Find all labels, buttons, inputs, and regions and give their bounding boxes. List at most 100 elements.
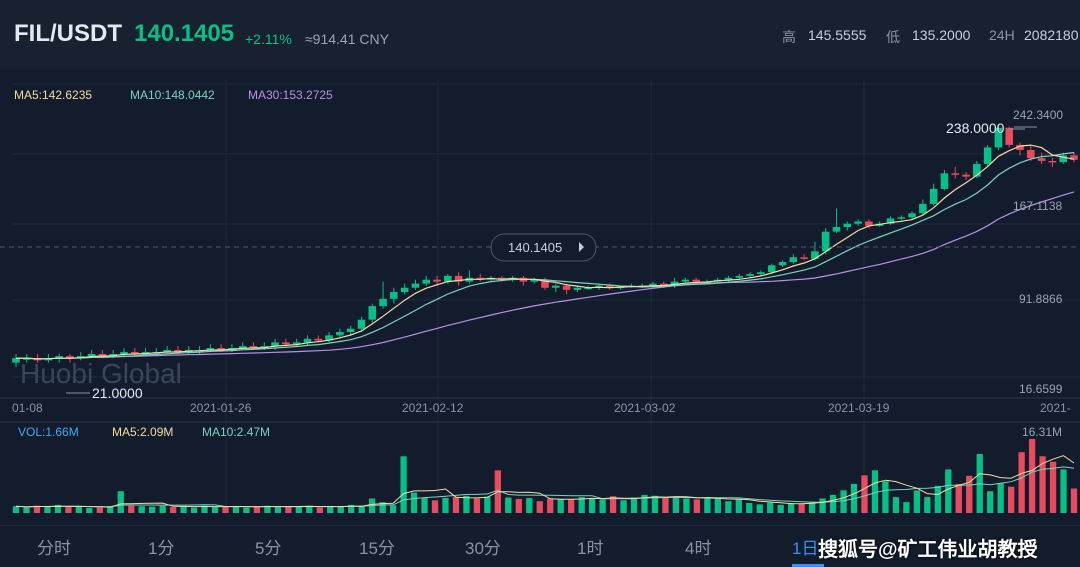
tab-5min[interactable]: 5分 [255, 539, 282, 558]
volume-bar [54, 504, 62, 513]
candle-body [120, 351, 128, 355]
volume-bar [1039, 456, 1046, 513]
volume-bar [725, 501, 732, 513]
kline-chart[interactable]: MA5:142.6235 MA10:148.0442 MA30:153.2725… [0, 70, 1080, 525]
volume-bar [924, 497, 931, 513]
candle-body [400, 287, 409, 293]
volume-bar [400, 456, 407, 513]
volume-bar [12, 506, 20, 513]
candle-body [552, 285, 560, 288]
volume-bar [1018, 452, 1025, 513]
volume-bar [452, 497, 460, 513]
volume-bar [557, 499, 564, 513]
tab-15min[interactable]: 15分 [359, 539, 395, 558]
ma5-line [16, 144, 1075, 360]
volume-bar [547, 498, 554, 513]
candle-body [76, 356, 85, 359]
candle-body [249, 346, 258, 349]
volume-bar [651, 495, 659, 513]
candle-body [325, 335, 333, 341]
volume-bar [1049, 461, 1057, 513]
candle-body [174, 349, 182, 352]
candle-body [23, 358, 31, 360]
volume-bar [735, 498, 742, 513]
candle-body [1048, 160, 1057, 163]
candle-body [292, 342, 301, 345]
candle-body [217, 348, 225, 350]
volume-bar [264, 505, 271, 513]
candle-body [379, 298, 387, 307]
ma30-line [16, 191, 1075, 360]
volume-bar [379, 502, 386, 513]
volume-ma5-line [15, 455, 1075, 508]
pair-title[interactable]: FIL/USDT [14, 20, 122, 47]
volume-bar [295, 506, 302, 513]
low-price-label: 21.0000 [92, 385, 143, 401]
volume-bar [389, 505, 397, 513]
volume-bar [714, 498, 721, 513]
candle-body [605, 285, 614, 288]
candle-body [206, 348, 215, 350]
ma5-legend: MA5:142.6235 [14, 88, 92, 102]
candle-body [919, 203, 927, 214]
volume-bar [211, 506, 219, 513]
volume-bar [767, 502, 774, 513]
tab-1day[interactable]: 1日 [792, 539, 819, 558]
tab-1min[interactable]: 1分 [148, 539, 175, 558]
volume-bar [410, 492, 418, 513]
candle-body [271, 342, 279, 347]
partial-price-label: 167.1138 [1013, 199, 1062, 213]
volume-bar [777, 504, 784, 513]
volume-bar [568, 498, 575, 513]
candle-body [778, 262, 787, 266]
candle-body [346, 328, 355, 333]
volume-bar [274, 507, 282, 513]
candle-body [670, 281, 679, 286]
candle-body [735, 275, 744, 278]
volume-bar [1028, 439, 1036, 513]
volume-bar [662, 497, 669, 513]
tab-1hour[interactable]: 1时 [577, 539, 604, 558]
volume-bar [641, 494, 648, 513]
x-axis: 01-08 2021-01-26 2021-02-12 2021-03-02 2021-… [12, 401, 1071, 415]
candle-body [66, 356, 74, 359]
volume-bar [128, 505, 135, 513]
x-tick-label: 2021- [1040, 401, 1071, 415]
ma30-price-label: 91.8866 [1019, 292, 1063, 306]
volume-ma10-line [15, 466, 1075, 508]
volume-bar [180, 506, 187, 513]
vol-legend: VOL:1.66M [18, 425, 79, 439]
source-watermark: 搜狐号@矿工伟业胡教授 [818, 539, 1038, 561]
tab-timeline[interactable]: 分时 [37, 539, 71, 558]
candle-body [865, 221, 873, 226]
candle-body [854, 221, 862, 224]
volume-bar [934, 485, 941, 513]
candle-body [659, 283, 668, 286]
volume-bar [620, 500, 627, 513]
candle-body [983, 147, 992, 164]
price-change: +2.11% [245, 31, 292, 47]
candle-body [433, 279, 441, 282]
active-tab-indicator [792, 564, 824, 567]
last-price-tag[interactable]: 140.1405 [490, 233, 597, 262]
volume-bar [609, 496, 617, 513]
volume-bar [704, 497, 711, 513]
volume-bar [955, 483, 962, 513]
low-value: 135.2000 [912, 27, 971, 43]
candle-body [530, 279, 538, 282]
tab-30min[interactable]: 30分 [465, 539, 501, 558]
volume-bar [159, 505, 166, 513]
candle-body [821, 231, 830, 252]
candle-body [141, 351, 150, 355]
candle-body [1059, 155, 1067, 163]
volume-bar [327, 506, 334, 513]
volume-bar [86, 508, 93, 513]
tab-4hour[interactable]: 4时 [685, 539, 712, 558]
x-tick-label: 2021-02-12 [402, 401, 464, 415]
vol24-label: 24H [989, 27, 1015, 43]
volume-bar [232, 506, 240, 513]
candle-body [336, 332, 344, 336]
x-tick-label: 2021-01-26 [190, 401, 252, 415]
candle-body [55, 356, 63, 359]
